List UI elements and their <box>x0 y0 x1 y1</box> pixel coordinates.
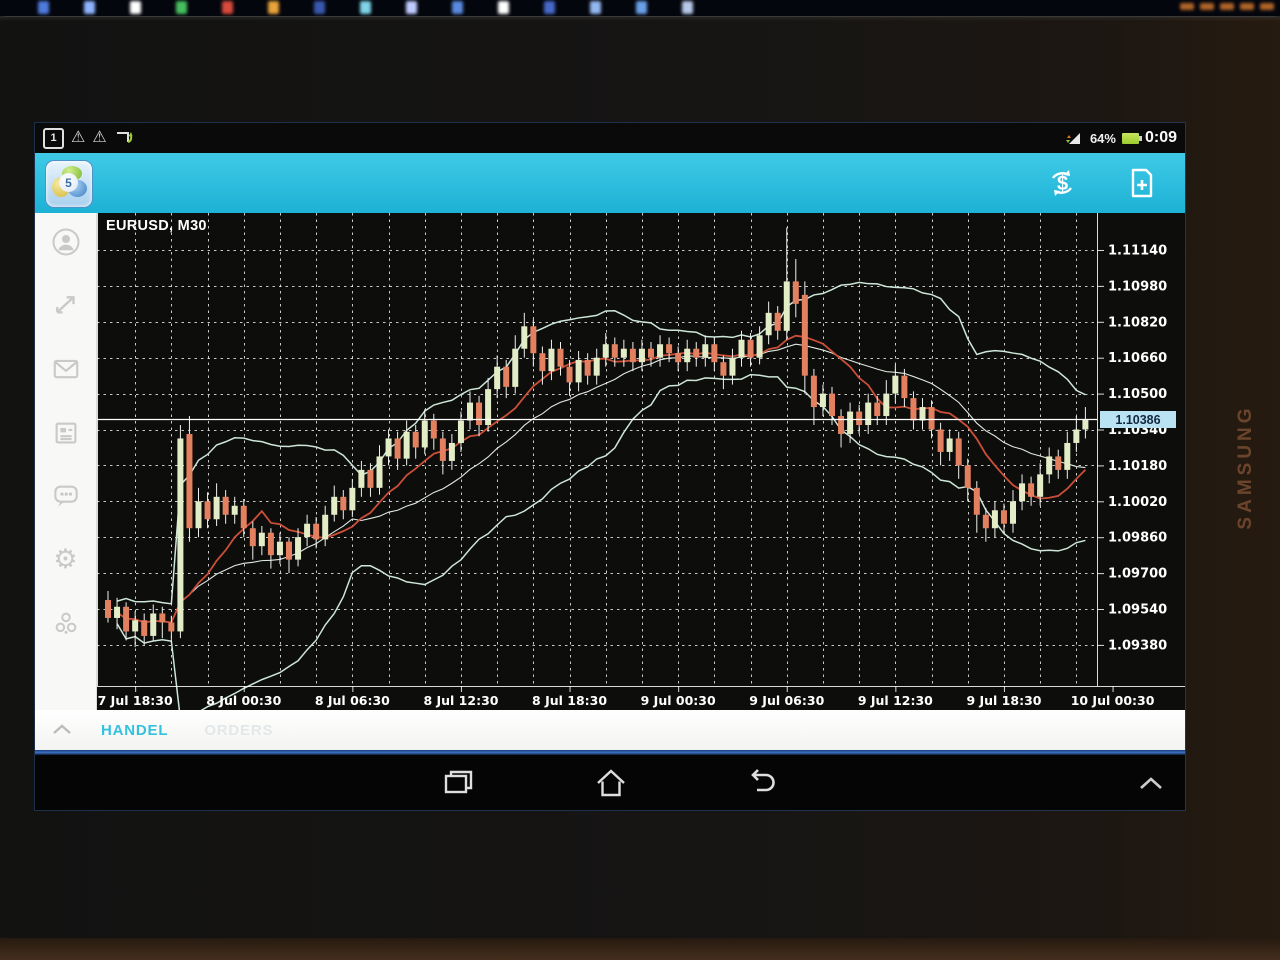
android-status-bar: 1 ⚠ ⚠ 64% 0:09 <box>35 123 1185 153</box>
chart-area: EURUSD, M30 1.10386 <box>97 213 1185 711</box>
back-button[interactable] <box>735 764 787 802</box>
tablet-screen: 1 ⚠ ⚠ 64% 0:09 <box>35 123 1185 810</box>
app-toolbar: 5 $ <box>35 153 1185 213</box>
community-icon[interactable] <box>49 606 83 640</box>
svg-text:$: $ <box>1057 173 1068 195</box>
android-nav-bar <box>35 755 1185 810</box>
recents-button[interactable] <box>433 764 485 802</box>
news-icon[interactable] <box>49 416 83 450</box>
warning-icon: ⚠ <box>71 129 86 146</box>
background-monitor <box>0 0 1280 16</box>
warning-icon: ⚠ <box>92 129 107 146</box>
current-price-badge: 1.10386 <box>1100 411 1176 428</box>
chevron-up-icon[interactable] <box>51 722 73 736</box>
tab-handel[interactable]: HANDEL <box>101 721 169 739</box>
clock: 0:09 <box>1144 129 1177 146</box>
currency-trade-icon[interactable]: $ <box>1045 166 1079 200</box>
screenshot-icon <box>116 132 133 143</box>
chart-symbol-label: EURUSD, M30 <box>106 218 207 234</box>
mail-icon[interactable] <box>49 352 83 386</box>
bottom-panel-bar: HANDEL ORDERS <box>35 710 1185 750</box>
price-chart[interactable] <box>97 213 1185 711</box>
signal-icon <box>1065 133 1080 144</box>
metatrader5-logo[interactable]: 5 <box>45 160 93 208</box>
panel-chevron-up-icon[interactable] <box>1125 764 1177 802</box>
left-sidebar: ⚙ <box>35 213 97 710</box>
settings-icon[interactable]: ⚙ <box>53 544 78 574</box>
screen-bottom-glow <box>35 750 1185 755</box>
new-order-icon[interactable] <box>1125 166 1159 200</box>
samsung-brand-label: SAMSUNG <box>1235 404 1256 530</box>
calendar-notification-icon: 1 <box>43 127 64 149</box>
tab-orders[interactable]: ORDERS <box>204 721 274 739</box>
battery-percent: 64% <box>1089 130 1116 146</box>
chat-icon[interactable] <box>49 479 83 513</box>
home-button[interactable] <box>585 764 637 802</box>
battery-icon <box>1121 132 1142 144</box>
logo-five: 5 <box>59 173 78 192</box>
table-surface <box>0 938 1280 960</box>
trade-arrows-icon[interactable] <box>49 289 83 323</box>
account-icon[interactable] <box>49 225 83 259</box>
